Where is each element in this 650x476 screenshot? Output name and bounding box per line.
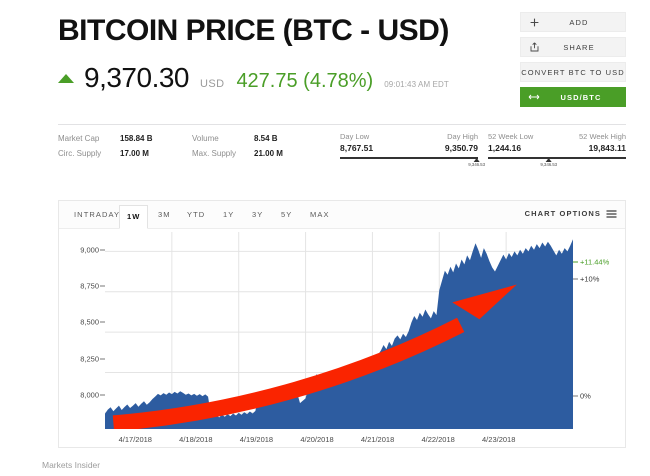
volume-value: 8.54 B [254, 134, 278, 143]
max-supply-value: 21.00 M [254, 149, 283, 158]
y-axis-tick-label: 8,000 [80, 390, 99, 400]
convert-button[interactable]: CONVERT BTC TO USD [520, 62, 626, 82]
x-axis-tick-label: 4/21/2018 [360, 435, 395, 444]
right-axis-tick [573, 278, 578, 280]
y-axis-tick [100, 285, 105, 287]
tab-5y[interactable]: 5Y [281, 210, 293, 219]
week52-high-value: 19,843.11 [588, 143, 626, 153]
page-title: BITCOIN PRICE (BTC - USD) [58, 14, 449, 47]
week52-low-value: 1,244.16 [488, 143, 522, 153]
x-axis-tick-label: 4/23/2018 [482, 435, 516, 444]
y-axis-tick [100, 394, 105, 396]
chart-options-button[interactable]: CHART OPTIONS [525, 209, 617, 218]
right-percent-axis: 0% +10% +11.44% [573, 228, 625, 447]
tab-ytd[interactable]: YTD [187, 210, 206, 219]
day-low-value: 8,767.51 [340, 143, 374, 153]
add-button[interactable]: ADD [520, 12, 626, 32]
week52-range-marker-value: 9,346.53 [540, 162, 558, 167]
hamburger-icon [606, 209, 617, 218]
chart-panel: INTRADAY 1W 3M YTD 1Y 3Y 5Y MAX CHART OPTIONS 8… [58, 200, 626, 448]
max-supply-label: Max. Supply [192, 149, 237, 158]
convert-button-label: CONVERT BTC TO USD [521, 67, 625, 77]
week52-range-marker: 9,346.53 [540, 158, 557, 167]
x-axis-tick-label: 4/19/2018 [239, 435, 274, 444]
y-axis-tick-label: 8,250 [80, 354, 99, 364]
week52-high-label: 52 Week High [579, 132, 626, 141]
tab-3y[interactable]: 3Y [252, 210, 264, 219]
day-low-label: Day Low [340, 132, 370, 141]
add-button-label: ADD [569, 17, 589, 27]
tab-1y[interactable]: 1Y [223, 210, 235, 219]
x-axis-tick-label: 4/18/2018 [179, 435, 213, 444]
circ-supply-value: 17.00 M [120, 149, 149, 158]
chart-plot-area: 8,000 8,250 8,500 8,750 9,000 0% +10% +11.44% … [59, 228, 625, 447]
share-upload-icon [521, 42, 547, 52]
x-axis-tick-label: 4/20/2018 [300, 435, 334, 444]
timeframe-tabs: INTRADAY 1W 3M YTD 1Y 3Y 5Y MAX [59, 201, 625, 229]
share-button[interactable]: SHARE [520, 37, 626, 57]
day-high-label: Day High [447, 132, 478, 141]
market-cap-value: 158.84 B [120, 134, 153, 143]
y-axis-tick-label: 8,750 [80, 281, 99, 291]
day-high-value: 9,350.79 [444, 143, 478, 153]
y-axis-tick [100, 321, 105, 323]
current-price: 9,370.30 [84, 62, 190, 93]
day-range-marker-value: 9,346.53 [468, 162, 485, 167]
divider-top [58, 124, 626, 125]
week52-range-bar: 9,346.53 [488, 157, 626, 167]
red-trend-arrow-annotation [112, 284, 517, 429]
week52-range: 52 Week Low 52 Week High 1,244.16 19,843… [488, 132, 626, 167]
price-area-chart[interactable] [105, 232, 573, 429]
volume-label: Volume [192, 134, 219, 143]
y-axis-tick-label: 8,500 [80, 317, 99, 327]
y-axis-tick [100, 249, 105, 250]
current-change-label: +11.44% [580, 257, 610, 267]
y-axis-tick [100, 358, 105, 360]
quote-row: 9,370.30 USD 427.75 (4.78%) 09:01:43 AM … [58, 62, 449, 94]
swap-arrows-icon [521, 93, 547, 101]
x-axis-tick-label: 4/17/2018 [118, 435, 152, 444]
plus-icon [521, 18, 547, 27]
share-button-label: SHARE [563, 42, 595, 52]
x-axis: 4/17/2018 4/18/2018 4/19/2018 4/20/2018 4/21… [59, 429, 625, 447]
chart-options-label: CHART OPTIONS [524, 209, 601, 218]
currency-label: USD [200, 78, 225, 90]
y-axis: 8,000 8,250 8,500 8,750 9,000 [59, 228, 105, 447]
week52-low-label: 52 Week Low [488, 132, 534, 141]
stats-row: Market Cap 158.84 B Volume 8.54 B [58, 134, 326, 143]
right-axis-tick [573, 395, 578, 397]
day-range-marker: 9,346.53 [468, 158, 485, 167]
right-axis-tick-label: +10% [580, 274, 600, 284]
tab-1w[interactable]: 1W [119, 205, 149, 229]
tab-max[interactable]: MAX [310, 210, 330, 219]
x-axis-tick-label: 4/22/2018 [421, 435, 455, 444]
day-range: Day Low Day High 8,767.51 9,350.79 9,346… [340, 132, 485, 167]
currency-toggle-label: USD/BTC [560, 92, 602, 102]
marker-triangle-icon [473, 158, 480, 162]
source-watermark: Markets Insider [42, 460, 101, 470]
range-bars: Day Low Day High 8,767.51 9,350.79 9,346… [340, 132, 626, 167]
caret-up-icon [58, 74, 74, 83]
day-range-bar: 9,346.53 [340, 157, 485, 167]
tab-intraday[interactable]: INTRADAY [74, 210, 121, 219]
action-buttons: ADD SHARE CONVERT BTC TO USD USD/BTC [520, 12, 626, 112]
y-axis-tick-label: 9,000 [80, 245, 99, 254]
stats-row: Circ. Supply 17.00 M Max. Supply 21.00 M [58, 149, 326, 158]
circ-supply-label: Circ. Supply [58, 149, 102, 158]
marker-triangle-icon [545, 158, 552, 162]
currency-toggle-button[interactable]: USD/BTC [520, 87, 626, 107]
tab-3m[interactable]: 3M [158, 210, 171, 219]
key-stats: Market Cap 158.84 B Volume 8.54 B Circ. … [58, 134, 326, 164]
current-change-tick [573, 261, 578, 263]
price-change: 427.75 (4.78%) [236, 70, 374, 92]
area-series [105, 239, 573, 429]
market-cap-label: Market Cap [58, 134, 100, 143]
quote-timestamp: 09:01:43 AM EDT [384, 80, 449, 89]
right-axis-tick-label: 0% [580, 391, 591, 401]
